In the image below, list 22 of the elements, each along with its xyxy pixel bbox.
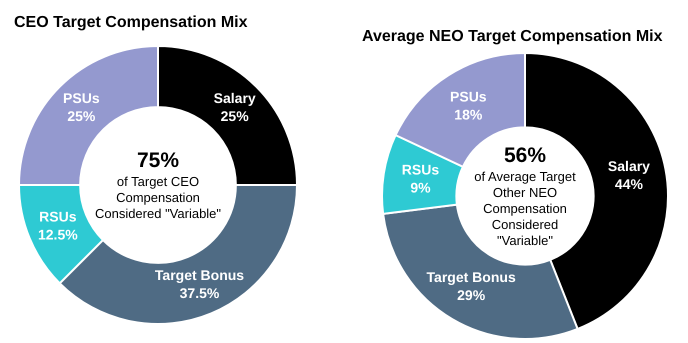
data-label: 12.5% bbox=[38, 226, 78, 242]
text: of Target CEO Compensation Considered "Variable" bbox=[94, 174, 222, 222]
slice-label: PSUs bbox=[450, 88, 487, 105]
slice-label: Salary bbox=[608, 158, 650, 174]
data-label: 25% bbox=[67, 108, 96, 124]
text: of Average Target Other NEO Compensation Considered "Variable" bbox=[473, 169, 577, 249]
data-label: 37.5% bbox=[180, 285, 220, 302]
data-label: 25% bbox=[220, 108, 250, 124]
chart-title: Average NEO Target Compensation Mix bbox=[362, 28, 663, 46]
slice-label: RSUs bbox=[39, 208, 77, 224]
text: 56% bbox=[502, 143, 548, 169]
slice-label: RSUs bbox=[402, 161, 440, 178]
slice-label: Salary bbox=[214, 90, 256, 106]
chart-title: CEO Target Compensation Mix bbox=[14, 14, 248, 32]
text: 75% bbox=[136, 148, 180, 174]
slice-label: Target Bonus bbox=[154, 267, 244, 284]
data-label: 9% bbox=[410, 179, 432, 196]
data-label: 29% bbox=[457, 286, 486, 303]
data-label: 44% bbox=[614, 176, 644, 192]
slice-label: PSUs bbox=[63, 90, 100, 106]
data-label: 18% bbox=[454, 106, 483, 123]
slice-label: Target Bonus bbox=[426, 268, 516, 285]
